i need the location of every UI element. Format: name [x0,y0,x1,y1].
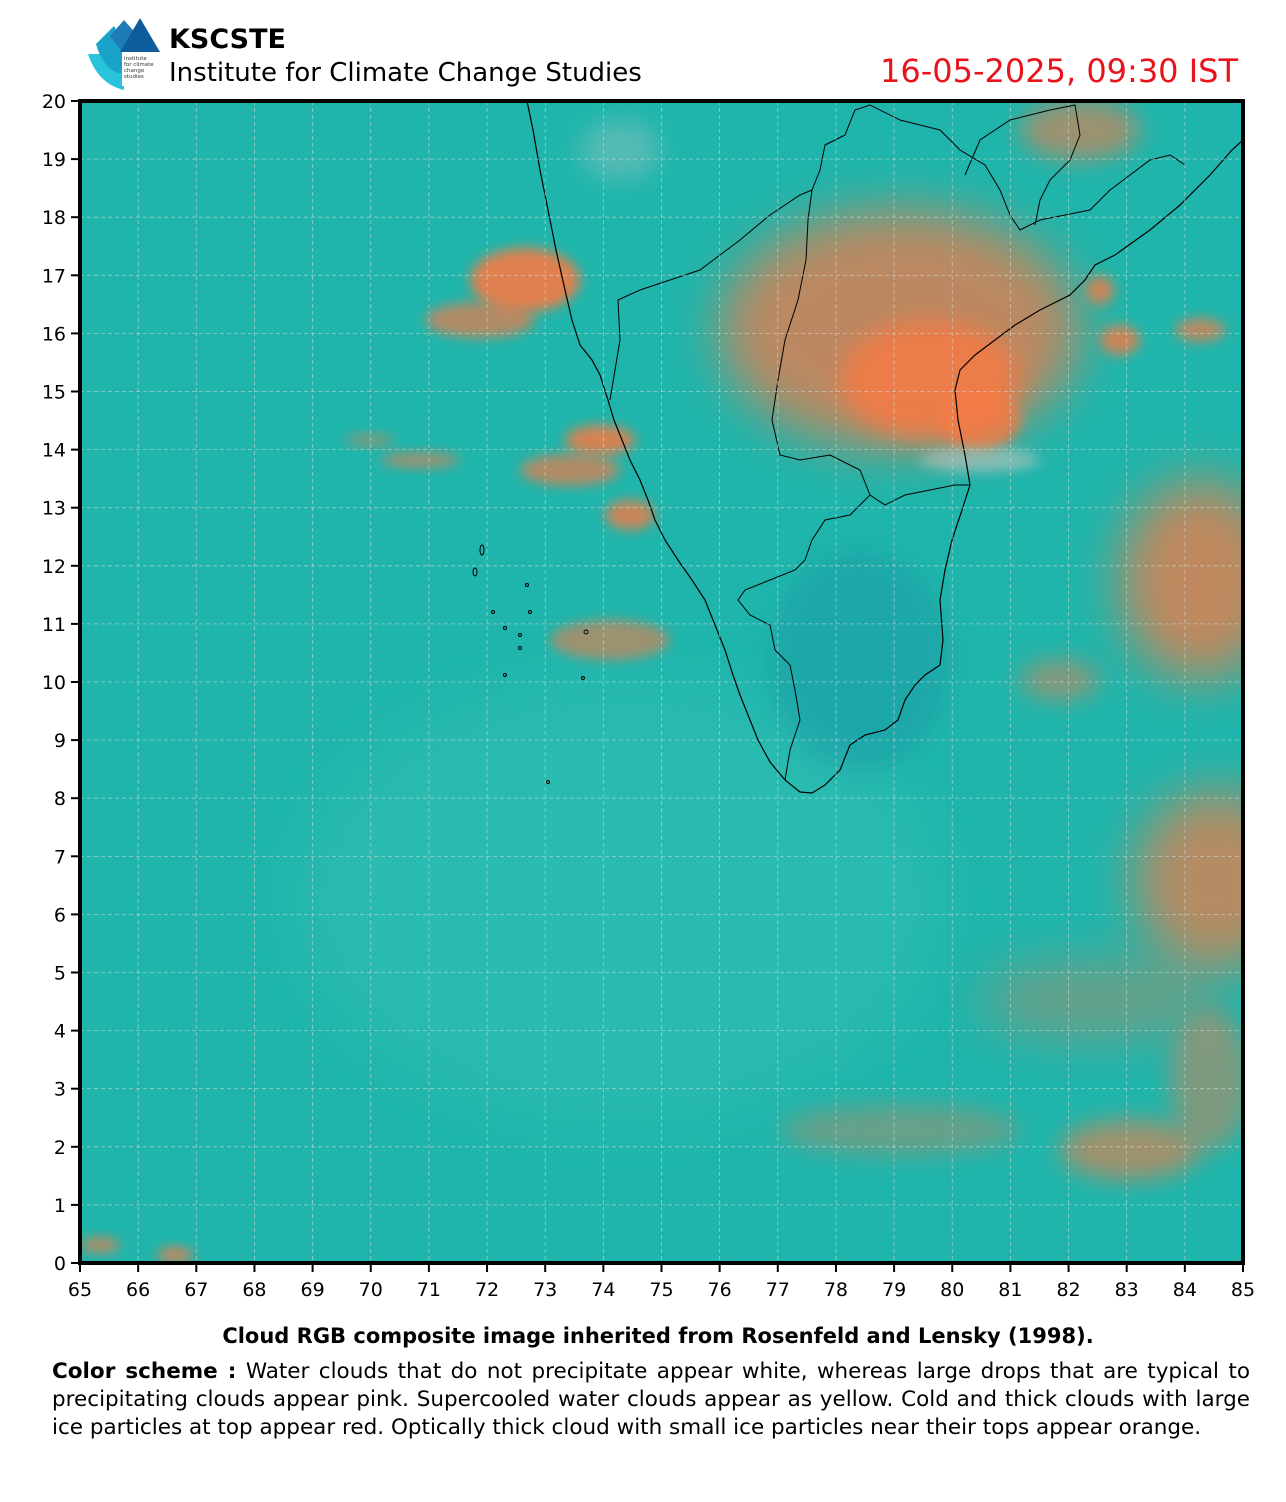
lon-tick-label: 78 [824,1279,848,1301]
lon-tick-label: 84 [1173,1279,1197,1301]
lon-tick-label: 85 [1231,1279,1255,1301]
color-scheme-body: Water clouds that do not precipitate app… [52,1359,1250,1440]
lakshadweep-islands [472,544,589,784]
timestamp: 16-05-2025, 09:30 IST [880,52,1238,90]
lon-tick-label: 75 [649,1279,673,1301]
lon-tick-label: 73 [533,1279,557,1301]
lat-tick-label: 2 [54,1137,66,1159]
lon-tick-label: 77 [766,1279,790,1301]
lon-tick-label: 81 [998,1279,1022,1301]
longitude-axis: 65 66 67 68 69 70 71 72 73 74 75 76 77 78 79 80 81 82 83 84… [68,1263,1255,1301]
lat-tick-label: 8 [54,788,66,810]
lat-tick-label: 9 [54,730,66,752]
org-name: KSCSTE [169,24,286,55]
lat-tick-label: 6 [54,904,66,926]
lat-tick-label: 0 [54,1253,66,1275]
lon-tick-label: 68 [242,1279,266,1301]
lon-tick-label: 83 [1115,1279,1139,1301]
lon-tick-label: 76 [708,1279,732,1301]
lat-tick-label: 16 [42,323,66,345]
lon-tick-label: 80 [940,1279,964,1301]
lat-tick-label: 3 [54,1079,66,1101]
lat-tick-label: 19 [42,149,66,171]
state-boundary [869,484,970,506]
lat-tick-label: 4 [54,1021,66,1043]
lon-tick-label: 69 [301,1279,325,1301]
org-subtitle: Institute for Climate Change Studies [169,58,642,88]
logo-text-2: for climate [124,62,154,68]
lat-tick-label: 13 [42,498,66,520]
lat-tick-label: 10 [42,672,66,694]
lon-tick-label: 66 [126,1279,150,1301]
lat-tick-label: 20 [42,91,66,113]
lat-tick-label: 15 [42,382,66,404]
lon-tick-label: 82 [1056,1279,1080,1301]
lat-tick-label: 7 [54,846,66,868]
satellite-map: 65 66 67 68 69 70 71 72 73 74 75 76 77 78 79 80 81 82 83 84… [42,91,1255,1301]
lon-tick-label: 74 [591,1279,615,1301]
lon-tick-label: 79 [882,1279,906,1301]
kscste-logo: institute for climate change studies [88,18,160,90]
lon-tick-label: 71 [417,1279,441,1301]
logo-text-4: studies [124,74,144,80]
color-scheme-text: Color scheme : Water clouds that do not … [52,1358,1250,1442]
gridlines [80,101,1243,1263]
figure-caption: Cloud RGB composite image inherited from… [222,1324,1094,1348]
coastline [526,101,1243,794]
color-scheme-label: Color scheme : [52,1359,237,1384]
lat-tick-label: 12 [42,556,66,578]
cloud-layer [80,101,1243,1263]
logo-text-3: change [124,68,145,74]
lat-tick-label: 17 [42,265,66,287]
lat-tick-label: 11 [42,614,66,636]
state-boundary [964,104,1081,226]
lat-tick-label: 1 [54,1195,66,1217]
logo-text-1: institute [124,56,147,62]
lon-tick-label: 72 [475,1279,499,1301]
state-boundary [811,104,1186,231]
lat-tick-label: 5 [54,963,66,985]
lon-tick-label: 65 [68,1279,92,1301]
lon-tick-label: 67 [184,1279,208,1301]
lat-tick-label: 14 [42,440,66,462]
lon-tick-label: 70 [359,1279,383,1301]
state-boundary [609,189,871,781]
lat-tick-label: 18 [42,207,66,229]
